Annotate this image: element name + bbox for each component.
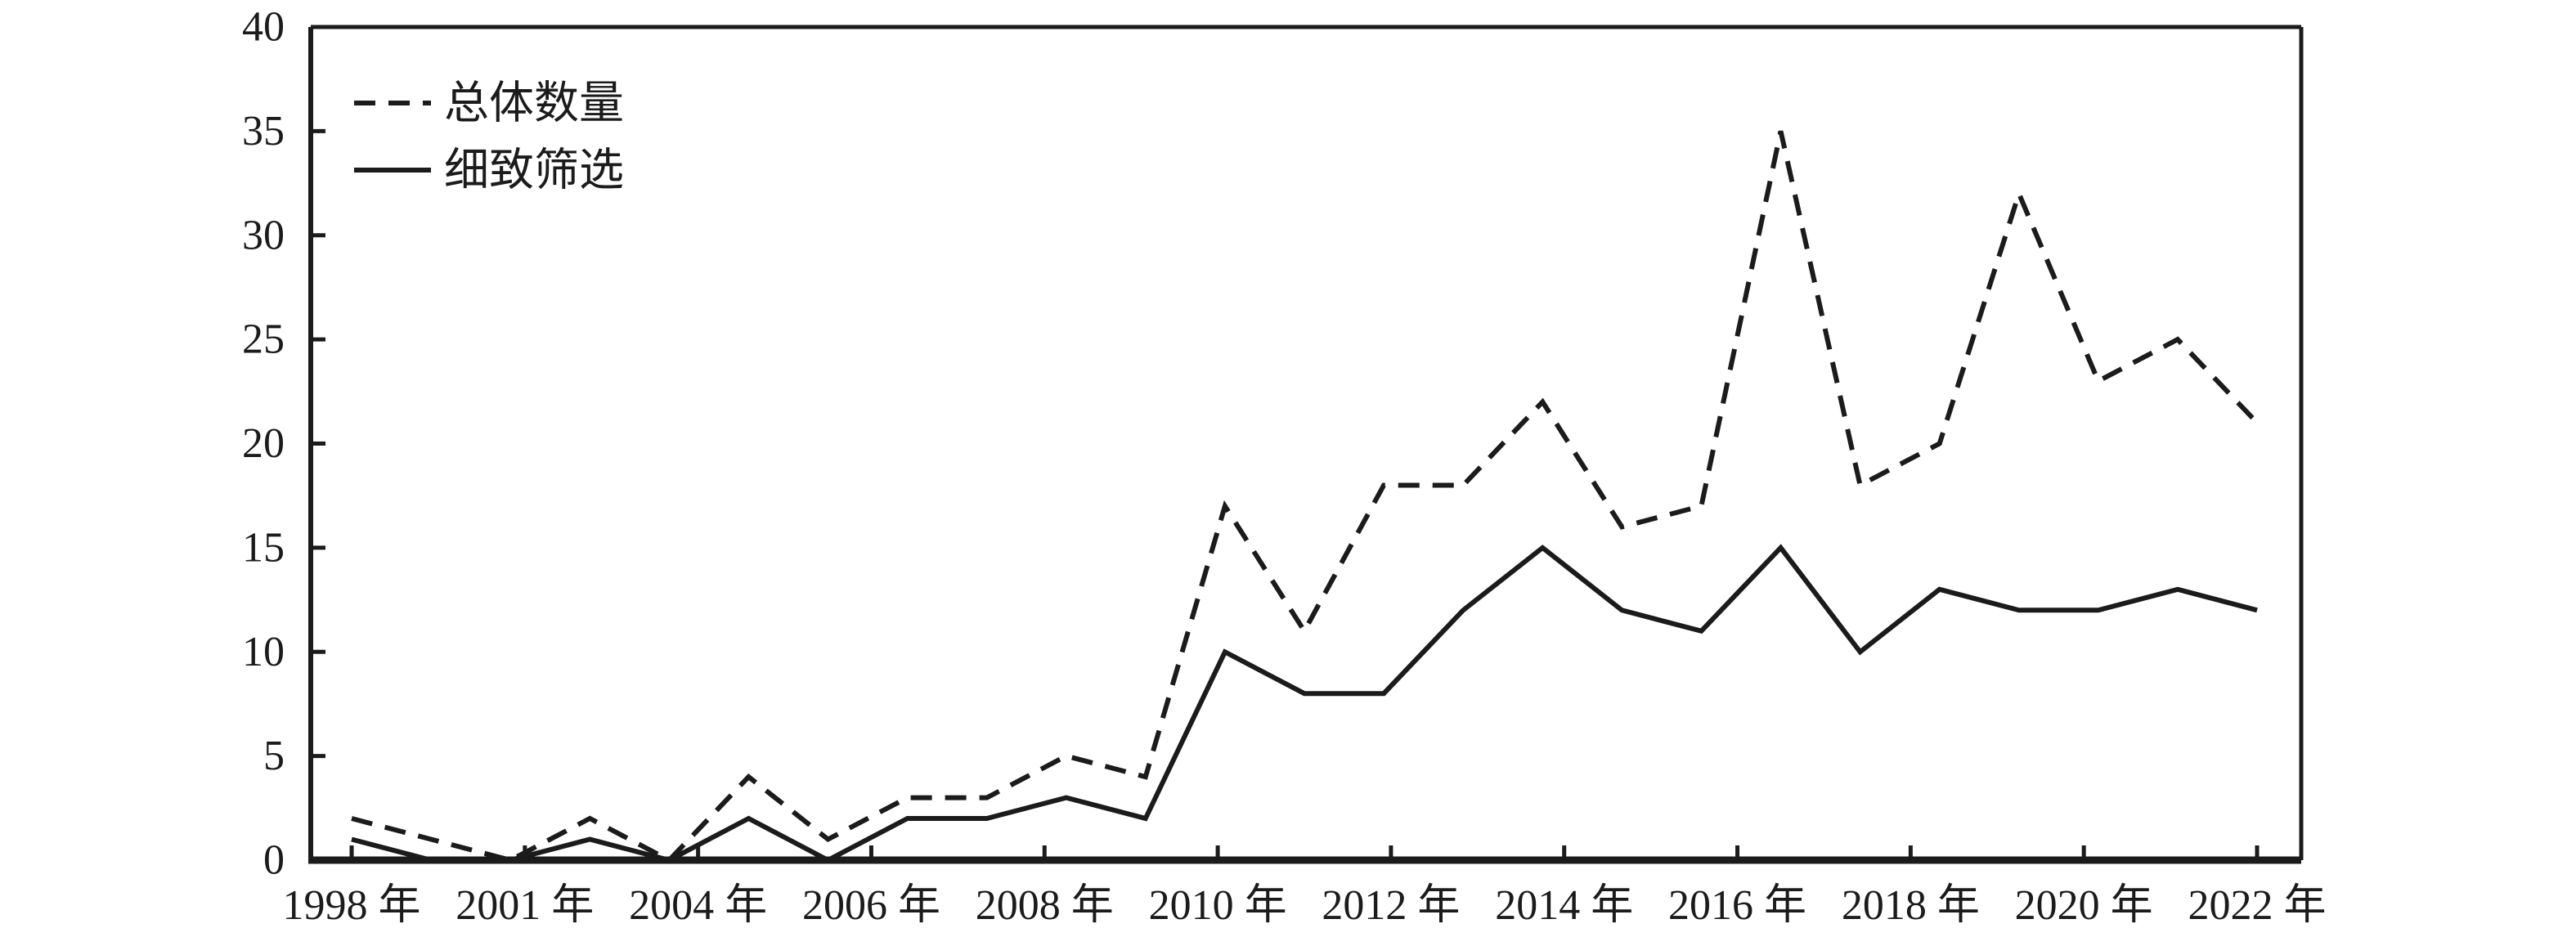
- x-tick-label: 2018 年: [1842, 882, 1980, 929]
- y-tick-label: 10: [242, 629, 285, 675]
- x-tick-label: 2014 年: [1495, 882, 1633, 929]
- series-lines: [351, 130, 2260, 863]
- y-tick-label: 35: [242, 108, 285, 155]
- series-dashed-line: [351, 130, 2260, 863]
- y-tick-label: 30: [242, 212, 285, 258]
- x-tick-label: 2010 年: [1149, 882, 1287, 929]
- legend-item-total: 总体数量: [354, 78, 624, 128]
- x-tick-label: 2001 年: [456, 882, 594, 929]
- x-tick-label: 2012 年: [1322, 882, 1460, 929]
- x-tick-label: 2016 年: [1668, 882, 1806, 929]
- legend: 总体数量 细致筛选: [354, 78, 624, 195]
- y-tick-label: 0: [263, 837, 285, 884]
- x-tick-label: 2006 年: [802, 882, 940, 929]
- legend-label-total: 总体数量: [444, 78, 624, 128]
- series-solid-line: [351, 544, 2258, 863]
- legend-item-screened: 细致筛选: [354, 146, 624, 195]
- y-tick-label: 15: [242, 524, 285, 571]
- x-tick-label: 2008 年: [976, 882, 1114, 929]
- x-tick-label: 2004 年: [629, 882, 767, 929]
- y-tick-label: 5: [263, 733, 285, 779]
- y-tick-label: 25: [242, 316, 285, 363]
- y-tick-label: 20: [242, 420, 285, 467]
- x-tick-label: 2022 年: [2188, 882, 2326, 929]
- x-tick-label: 1998 年: [282, 882, 420, 929]
- x-axis: 1998 年 2001 年 2004 年 2006 年 2008 年 2010 年 2012…: [282, 845, 2327, 929]
- x-tick-label: 2020 年: [2015, 882, 2153, 929]
- y-axis: 0 5 10 15 20 25 30 35 40: [242, 4, 325, 884]
- y-tick-label: 40: [242, 4, 285, 51]
- legend-label-screened: 细致筛选: [444, 146, 624, 195]
